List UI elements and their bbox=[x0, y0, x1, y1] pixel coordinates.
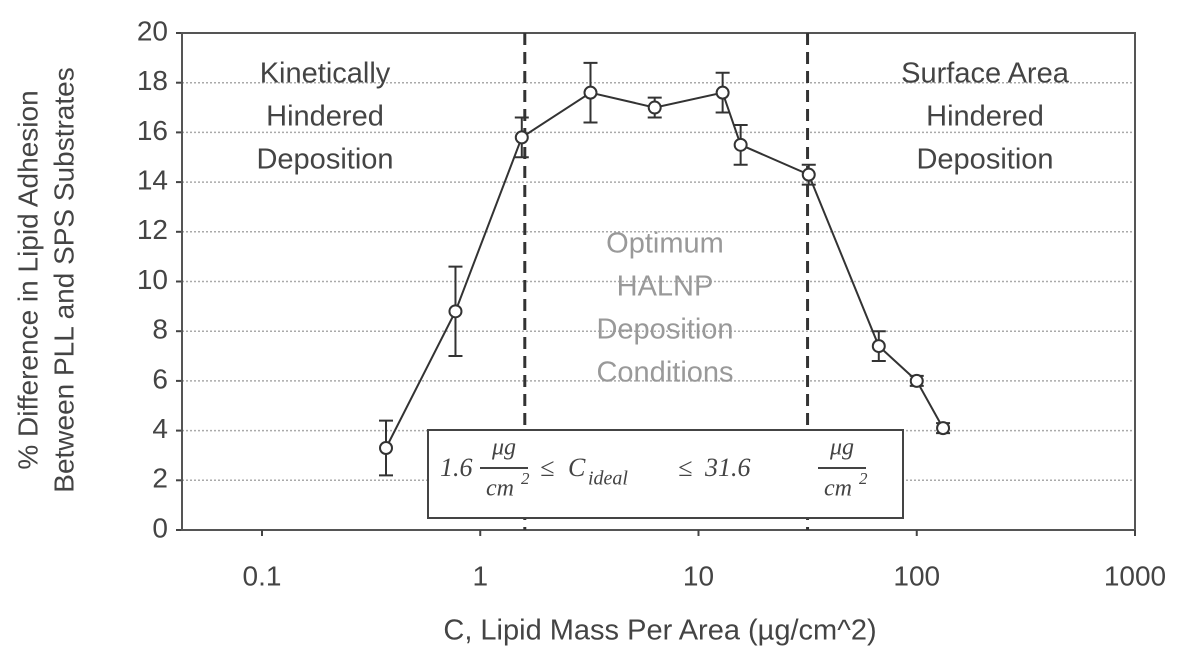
annotation: Optimum bbox=[606, 228, 724, 260]
data-point bbox=[583, 85, 598, 100]
y-axis-label: Between PLL and SPS Substrates bbox=[48, 67, 79, 492]
formula-text: μg bbox=[829, 435, 854, 461]
annotation: Conditions bbox=[596, 357, 733, 389]
y-tick-label: 14 bbox=[137, 164, 168, 195]
y-tick-label: 2 bbox=[152, 463, 168, 494]
data-point bbox=[801, 167, 816, 182]
formula-text: C bbox=[568, 453, 586, 482]
formula-text: μg bbox=[491, 435, 516, 461]
data-point bbox=[936, 421, 951, 436]
y-axis-label: % Difference in Lipid Adhesion bbox=[12, 90, 43, 469]
x-axis-label: C, Lipid Mass Per Area (µg/cm^2) bbox=[443, 615, 876, 647]
data-point bbox=[909, 373, 924, 388]
x-tick-label: 1000 bbox=[1104, 560, 1166, 591]
formula-text: 1.6 bbox=[440, 453, 473, 482]
formula-text: ≤ bbox=[540, 453, 554, 482]
annotation: HALNP bbox=[617, 271, 714, 303]
y-tick-label: 20 bbox=[137, 15, 168, 46]
data-point bbox=[448, 304, 463, 319]
annotation: Hindered bbox=[926, 101, 1044, 133]
annotation: Kinetically bbox=[260, 58, 391, 90]
y-tick-label: 18 bbox=[137, 65, 168, 96]
x-tick-label: 0.1 bbox=[243, 560, 282, 591]
formula-text: cm bbox=[824, 476, 852, 502]
formula-text: ideal bbox=[588, 468, 628, 490]
y-tick-label: 10 bbox=[137, 264, 168, 295]
y-tick-label: 6 bbox=[152, 363, 168, 394]
y-tick-label: 8 bbox=[152, 314, 168, 345]
annotation: Deposition bbox=[596, 314, 733, 346]
data-point bbox=[647, 100, 662, 115]
y-tick-label: 0 bbox=[152, 512, 168, 543]
y-tick-label: 16 bbox=[137, 115, 168, 146]
formula-box bbox=[427, 429, 904, 519]
formula-text: 31.6 bbox=[704, 453, 751, 482]
y-tick-label: 4 bbox=[152, 413, 168, 444]
annotation: Hindered bbox=[266, 101, 384, 133]
data-point bbox=[514, 130, 529, 145]
data-point bbox=[733, 137, 748, 152]
formula-text: 2 bbox=[521, 469, 530, 488]
data-point bbox=[871, 339, 886, 354]
x-tick-label: 1 bbox=[472, 560, 488, 591]
data-point bbox=[715, 85, 730, 100]
data-point bbox=[379, 440, 394, 455]
plot-frame bbox=[181, 32, 1136, 531]
x-tick-label: 100 bbox=[893, 560, 940, 591]
annotation: Surface Area bbox=[901, 58, 1070, 90]
y-tick-label: 12 bbox=[137, 214, 168, 245]
formula-text: ≤ bbox=[678, 453, 692, 482]
x-tick-label: 10 bbox=[683, 560, 714, 591]
formula-text: 2 bbox=[859, 469, 868, 488]
annotation: Deposition bbox=[916, 144, 1053, 176]
annotation: Deposition bbox=[256, 144, 393, 176]
formula-text: cm bbox=[486, 476, 514, 502]
